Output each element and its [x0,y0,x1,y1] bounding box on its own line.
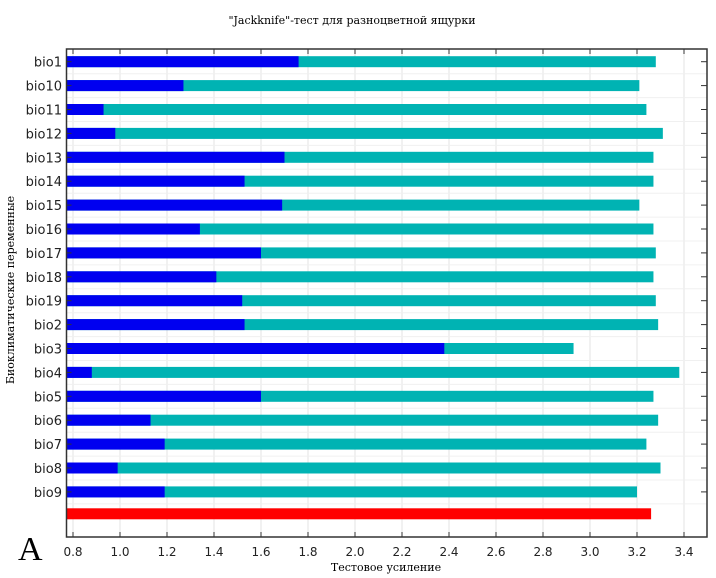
bar-without-bio7 [66,438,647,450]
x-tick-label: 1.2 [157,545,176,559]
y-category-label: bio4 [34,366,62,381]
bar-only-bio11 [66,104,104,115]
y-category-label: bio7 [34,438,62,453]
bar-only-bio10 [66,80,184,92]
bar-without-bio6 [66,414,659,426]
bar-without-bio14 [66,175,654,187]
bar-only-bio13 [66,151,285,163]
y-category-label: bio13 [26,151,62,166]
bar-only-bio19 [66,295,243,307]
bar-only-bio17 [66,247,261,259]
bar-only-bio12 [66,127,116,139]
y-category-label: bio11 [26,104,62,119]
bar-only-bio2 [66,319,245,331]
y-categories: bio1 bio10 bio11 bio12 bio13 bio14 bio15 bio16 b… [26,56,62,501]
y-category-label: bio17 [26,247,62,262]
y-category-label: bio10 [26,80,62,95]
bar-without-bio5 [66,390,654,402]
x-tick-label: 1.0 [110,545,129,559]
y-category-label: bio3 [34,343,62,358]
y-category-label: bio16 [26,223,62,238]
x-ticks: 0.8 1.0 1.2 1.4 1.6 1.8 2.0 2.2 2.4 2.6 2.8 3.0 3.2 3… [63,49,707,559]
bar-only-bio3 [66,343,445,354]
x-tick-label: 2.2 [392,545,411,559]
bar-all-variables [66,508,652,520]
y-category-label: bio12 [26,127,62,142]
y-category-label: bio14 [26,175,62,190]
bar-without-bio15 [66,199,640,211]
bar-without-bio18 [66,271,654,283]
bar-only-bio18 [66,271,217,283]
bar-only-bio1 [66,56,299,68]
plot-frame [65,48,708,538]
x-tick-label: 3.0 [580,545,599,559]
x-tick-label: 2.6 [486,545,505,559]
x-tick-label: 2.0 [345,545,364,559]
bar-without-bio10 [66,80,640,92]
bar-only-bio4 [66,366,92,378]
bar-only-bio6 [66,414,151,426]
bar-without-bio2 [66,319,659,331]
y-category-label: bio19 [26,295,62,310]
x-tick-label: 3.2 [627,545,646,559]
bar-without-bio17 [66,247,656,259]
y-category-label: bio1 [34,56,62,71]
panel-label: A [18,531,43,568]
bar-only-bio9 [66,486,165,498]
x-axis-label: Тестовое усиление [331,561,441,574]
bar-only-bio15 [66,199,283,211]
chart-title: "Jackknife"-тест для разноцветной ящурки [228,14,475,27]
bars [66,56,680,520]
bar-only-bio16 [66,223,200,235]
y-category-label: bio2 [34,319,62,334]
x-tick-label: 1.6 [251,545,270,559]
x-tick-label: 3.4 [674,545,693,559]
bar-without-bio12 [66,127,663,139]
x-tick-label: 1.4 [204,545,223,559]
bar-without-bio13 [66,151,654,163]
bar-only-bio7 [66,438,165,450]
bar-without-bio4 [66,366,680,378]
x-tick-label: 2.4 [439,545,458,559]
y-category-label: bio18 [26,271,62,286]
x-tick-label: 2.8 [533,545,552,559]
bar-only-bio14 [66,175,245,187]
bar-without-bio1 [66,56,656,68]
bar-only-bio5 [66,390,261,402]
y-axis-label: Биоклиматические переменные [4,196,17,384]
y-category-label: bio5 [34,390,62,405]
bar-without-bio16 [66,223,654,235]
bar-without-bio19 [66,295,656,307]
y-category-label: bio15 [26,199,62,214]
x-tick-label: 0.8 [63,545,82,559]
y-category-label: bio9 [34,486,62,501]
x-tick-label: 1.8 [298,545,317,559]
bar-without-bio8 [66,462,661,474]
y-category-label: bio8 [34,462,62,477]
bar-only-bio8 [66,462,118,474]
bar-without-bio11 [66,104,647,115]
bar-without-bio9 [66,486,637,498]
y-category-label: bio6 [34,414,62,429]
